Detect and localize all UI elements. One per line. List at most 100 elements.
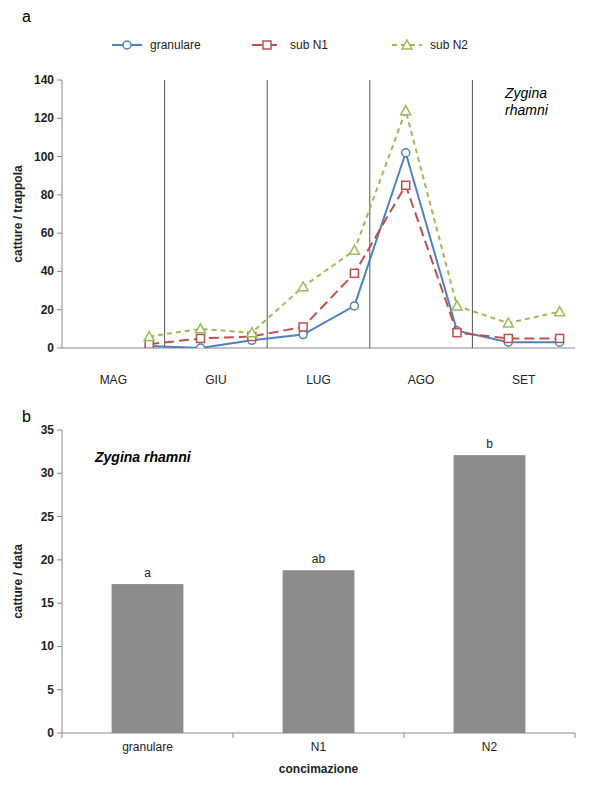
- x-tick-label: N1: [311, 740, 327, 754]
- y-tick-label: 0: [47, 726, 54, 740]
- x-axis: granulare N1 N2 concimazione: [62, 733, 575, 776]
- y-tick: [57, 646, 62, 647]
- marker: [350, 269, 358, 277]
- legend-label: sub N2: [430, 38, 468, 52]
- y-tick-label: 10: [41, 639, 55, 653]
- x-axis: MAG GIU LUG AGO SET: [62, 80, 575, 387]
- y-axis: 0 20 40 60 80 100 120 140 catture / trappola: [11, 73, 62, 355]
- y-tick: [57, 430, 62, 431]
- marker: [197, 334, 205, 342]
- marker: [145, 340, 153, 348]
- bar: [454, 455, 526, 733]
- marker: [298, 282, 308, 291]
- legend-label: granulare: [150, 38, 201, 52]
- y-tick: [57, 233, 62, 234]
- chart-title: Zygina rhamni: [94, 449, 192, 465]
- marker: [556, 334, 564, 342]
- y-tick-label: 30: [41, 466, 55, 480]
- marker: [452, 301, 462, 310]
- x-tick: [233, 733, 234, 738]
- y-tick: [57, 689, 62, 690]
- series-line: [149, 111, 559, 337]
- month-separator: [164, 80, 165, 348]
- y-tick: [57, 156, 62, 157]
- month-separator: [267, 80, 268, 348]
- y-tick-label: 60: [41, 226, 55, 240]
- marker: [555, 307, 565, 316]
- y-tick-label: 100: [34, 150, 54, 164]
- marker: [247, 328, 257, 337]
- month-separator: [369, 80, 370, 348]
- page: a020406080100120140catture / trappolaMAG…: [0, 0, 600, 800]
- y-axis: 0 5 10 15 20 25 30 35 catture / data: [11, 423, 62, 740]
- marker: [503, 318, 513, 327]
- y-tick-label: 5: [47, 683, 54, 697]
- y-tick: [57, 271, 62, 272]
- marker: [402, 181, 410, 189]
- panel-letter: b: [22, 408, 31, 425]
- x-tick: [62, 733, 63, 738]
- x-tick: [575, 733, 576, 738]
- marker: [350, 302, 358, 310]
- y-tick-label: 120: [34, 111, 54, 125]
- x-tick-label: N2: [482, 740, 498, 754]
- x-tick: [404, 733, 405, 738]
- y-tick: [57, 348, 62, 349]
- y-tick-label: 35: [41, 423, 55, 437]
- x-group-label: MAG: [100, 373, 127, 387]
- legend-marker: [263, 41, 271, 49]
- legend: granulare sub N1 sub N2: [112, 38, 468, 52]
- legend-label: sub N1: [290, 38, 328, 52]
- y-tick-label: 15: [41, 596, 55, 610]
- y-tick: [57, 516, 62, 517]
- month-separator: [472, 80, 473, 348]
- x-axis-line: [62, 348, 575, 349]
- title-part: rhamni: [505, 102, 549, 118]
- x-axis-label: concimazione: [279, 762, 359, 776]
- y-axis-line: [62, 430, 63, 733]
- x-group-label: LUG: [306, 373, 331, 387]
- y-tick: [57, 473, 62, 474]
- x-group-label: GIU: [205, 373, 226, 387]
- y-tick: [57, 309, 62, 310]
- significance-letter: a: [144, 566, 151, 580]
- marker: [144, 332, 154, 341]
- y-tick: [57, 194, 62, 195]
- x-group-label: SET: [512, 373, 536, 387]
- series-line: [149, 185, 559, 344]
- marker: [299, 331, 307, 339]
- x-tick-label: granulare: [122, 740, 173, 754]
- legend-marker: [402, 40, 412, 49]
- marker: [196, 324, 206, 333]
- panel-letter: a: [22, 8, 31, 25]
- legend-marker: [123, 41, 131, 49]
- y-axis-label: catture / data: [11, 544, 25, 619]
- plot-area: [112, 455, 526, 733]
- marker: [197, 344, 205, 348]
- plot-area: [144, 106, 564, 348]
- y-tick: [57, 80, 62, 81]
- y-tick-label: 20: [41, 553, 55, 567]
- marker: [504, 334, 512, 342]
- bar: [283, 570, 355, 733]
- significance-letter: ab: [312, 552, 326, 566]
- y-axis-line: [62, 80, 63, 348]
- y-tick: [57, 559, 62, 560]
- y-tick-label: 0: [47, 341, 54, 355]
- chart-title: Zyginarhamni: [504, 85, 549, 118]
- x-group-label: AGO: [408, 373, 435, 387]
- y-tick-label: 40: [41, 264, 55, 278]
- significance-letter: b: [486, 437, 493, 451]
- title-part: Zygina: [504, 85, 547, 101]
- bar: [112, 584, 184, 733]
- y-tick: [57, 118, 62, 119]
- series-line: [149, 153, 559, 348]
- y-tick-label: 80: [41, 188, 55, 202]
- marker: [299, 323, 307, 331]
- y-axis-label: catture / trappola: [11, 165, 25, 263]
- y-tick-label: 20: [41, 303, 55, 317]
- y-tick-label: 140: [34, 73, 54, 87]
- marker: [349, 245, 359, 254]
- y-tick-label: 25: [41, 510, 55, 524]
- marker: [453, 329, 461, 337]
